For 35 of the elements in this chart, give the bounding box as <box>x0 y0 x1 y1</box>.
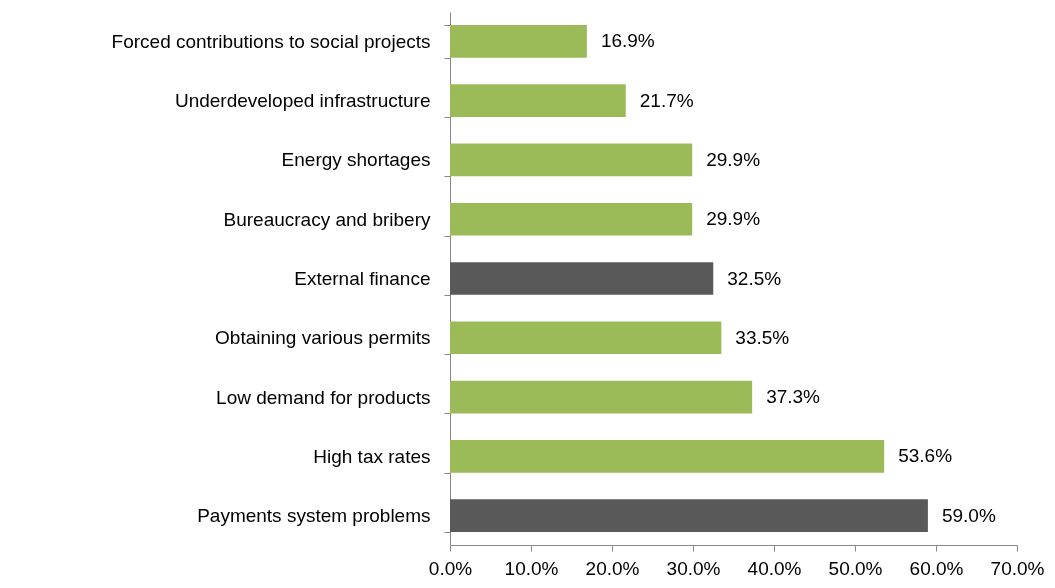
y-tick-label: Payments system problems <box>197 505 431 527</box>
bar <box>450 440 885 473</box>
data-label: 37.3% <box>766 386 821 408</box>
y-tick-label: High tax rates <box>313 445 431 467</box>
bar <box>450 262 714 295</box>
data-label: 32.5% <box>727 267 782 289</box>
y-tick-label: External finance <box>294 268 431 289</box>
x-tick-label: 40.0% <box>747 557 802 579</box>
x-tick-label: 20.0% <box>585 557 640 579</box>
y-tick-label: Underdeveloped infrastructure <box>174 90 431 112</box>
data-label: 33.5% <box>735 326 790 348</box>
bar <box>450 499 928 532</box>
data-label: 16.9% <box>600 30 655 52</box>
bar <box>450 380 753 414</box>
data-label: 59.0% <box>941 504 996 526</box>
y-tick-label: Low demand for products <box>216 386 431 408</box>
x-tick-label: 0.0% <box>428 557 473 579</box>
data-label: 29.9% <box>706 148 761 170</box>
y-tick-label: Energy shortages <box>281 149 431 171</box>
data-label: 53.6% <box>898 445 953 467</box>
bar <box>450 202 693 236</box>
data-label: 29.9% <box>706 208 761 230</box>
bar <box>450 143 693 177</box>
bar <box>450 321 722 355</box>
data-label: 21.7% <box>639 89 694 111</box>
x-tick-label: 70.0% <box>990 557 1045 579</box>
bar <box>450 84 626 117</box>
y-tick-label: Obtaining various permits <box>215 327 431 349</box>
y-tick-label: Forced contributions to social projects <box>111 30 431 52</box>
x-tick-label: 50.0% <box>828 557 883 579</box>
x-tick-label: 60.0% <box>909 557 964 579</box>
x-tick-label: 10.0% <box>504 557 559 579</box>
x-tick-label: 30.0% <box>666 557 721 579</box>
bar <box>450 25 587 58</box>
y-tick-label: Bureaucracy and bribery <box>223 208 431 230</box>
